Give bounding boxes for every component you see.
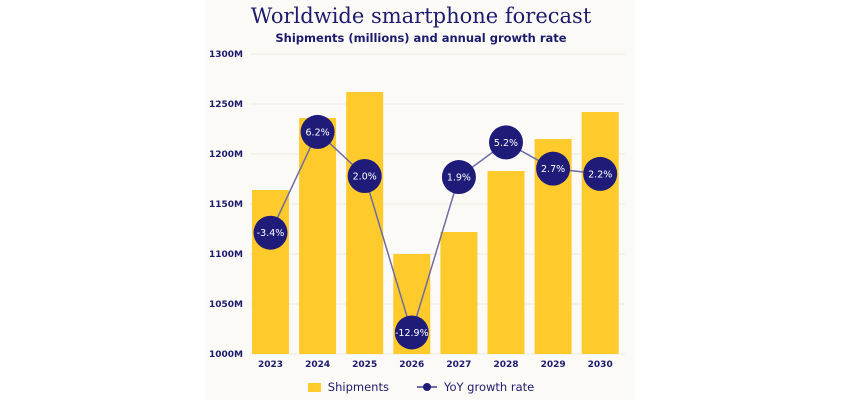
growth-label: -3.4% — [257, 228, 285, 239]
growth-marker-2026 — [394, 315, 429, 350]
y-tick-label: 1200M — [209, 150, 243, 160]
legend-item-shipments[interactable]: Shipments — [307, 380, 389, 394]
bar-2030 — [581, 112, 619, 354]
legend-label: Shipments — [327, 380, 389, 394]
growth-marker-2028 — [489, 125, 523, 160]
x-tick-label: 2029 — [541, 360, 566, 370]
y-tick-label: 1000M — [209, 350, 243, 360]
y-tick-label: 1300M — [209, 50, 243, 60]
growth-label: 2.2% — [588, 169, 612, 180]
y-tick-label: 1100M — [209, 250, 243, 260]
growth-marker-2029 — [536, 151, 571, 186]
growth-marker-2027 — [441, 160, 476, 195]
x-tick-label: 2024 — [305, 360, 330, 370]
bar-2023 — [252, 190, 289, 354]
y-tick-label: 1150M — [209, 200, 243, 210]
growth-label: -12.9% — [395, 328, 429, 339]
y-tick-label: 1050M — [209, 300, 243, 310]
growth-marker-2023 — [253, 215, 288, 250]
bar-2027 — [440, 232, 478, 354]
x-tick-label: 2030 — [588, 360, 613, 370]
chart-subtitle: Shipments (millions) and annual growth r… — [275, 31, 567, 45]
legend-label: YoY growth rate — [443, 380, 535, 394]
legend-swatch-shipments — [307, 382, 321, 392]
growth-label: 2.0% — [353, 172, 377, 183]
x-tick-label: 2028 — [493, 360, 518, 370]
x-tick-label: 2026 — [399, 360, 424, 370]
bar-2028 — [487, 171, 525, 354]
y-tick-label: 1250M — [209, 100, 243, 110]
growth-marker-2025 — [347, 159, 382, 193]
x-tick-label: 2023 — [258, 360, 283, 370]
growth-label: 6.2% — [306, 127, 330, 138]
bar-2025 — [346, 92, 384, 354]
growth-marker-2030 — [583, 156, 618, 191]
growth-label: 1.9% — [447, 173, 471, 184]
x-tick-label: 2027 — [446, 360, 471, 370]
growth-marker-2024 — [300, 114, 335, 149]
chart-title: Worldwide smartphone forecast — [250, 4, 592, 28]
legend-swatch-growth — [416, 383, 437, 391]
legend-item-growth[interactable]: YoY growth rate — [416, 380, 535, 394]
x-tick-label: 2025 — [352, 360, 377, 370]
legend: Shipments YoY growth rate — [0, 380, 842, 394]
growth-label: 2.7% — [541, 164, 565, 175]
growth-label: 5.2% — [494, 138, 518, 149]
bar-2024 — [299, 118, 337, 354]
